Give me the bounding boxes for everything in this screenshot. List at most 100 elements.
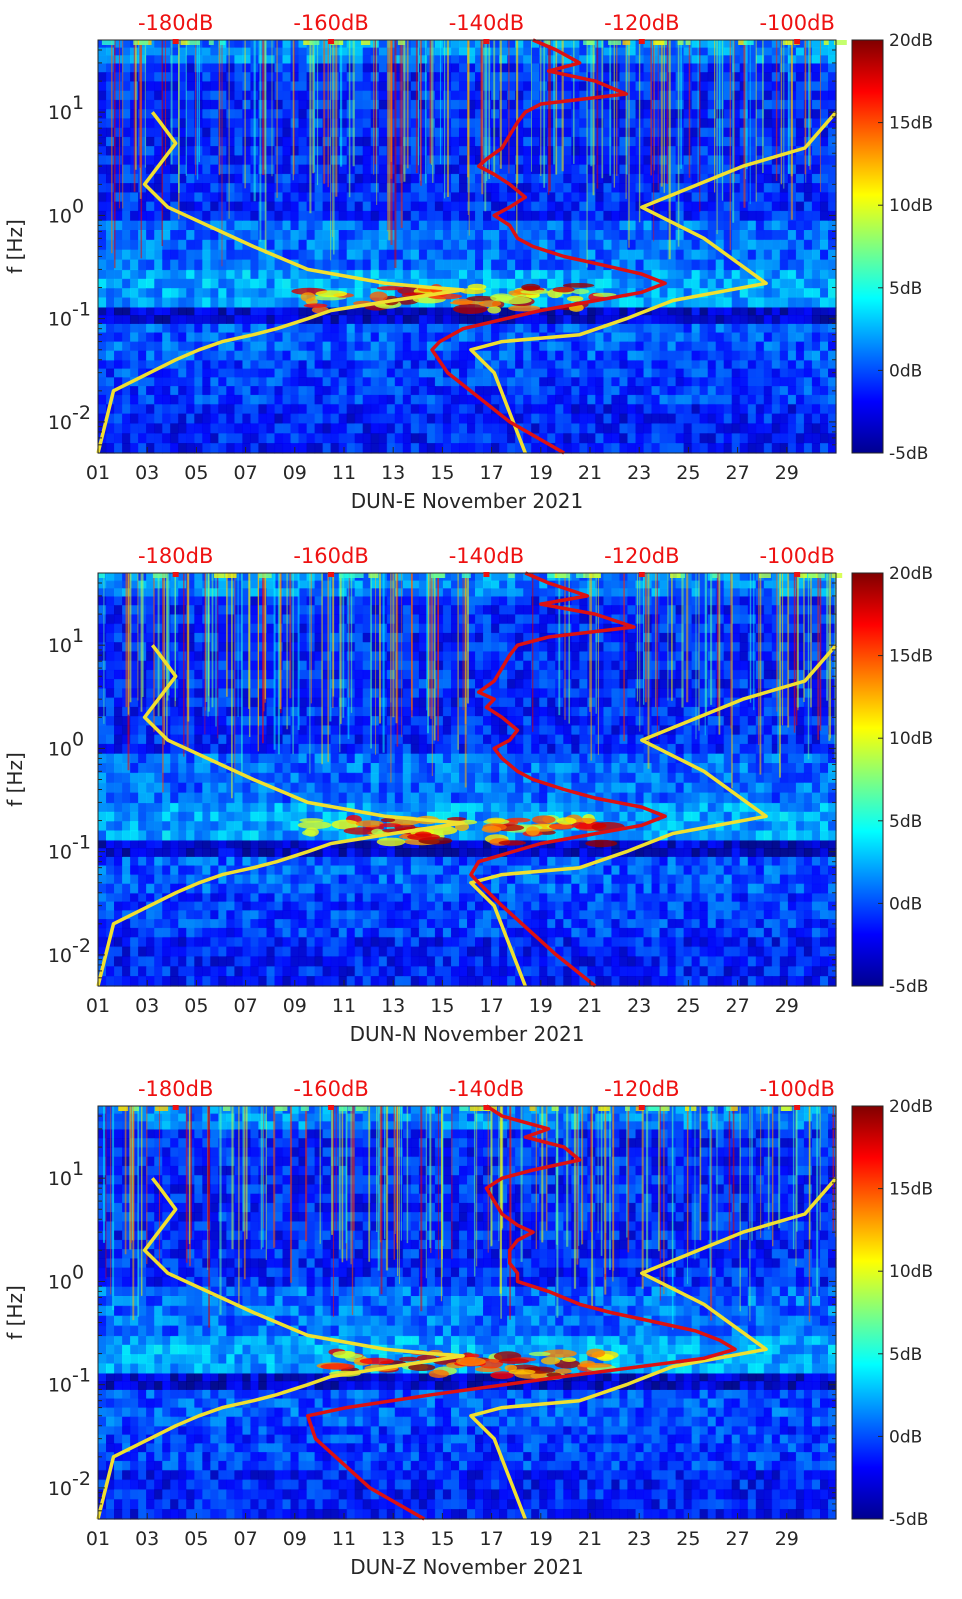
x-tick-label: 17 — [480, 462, 504, 484]
x-tick-label: 01 — [86, 995, 110, 1017]
colorbar-label: 0dB — [889, 361, 922, 381]
top-db-label: -180dB — [138, 11, 213, 35]
top-db-label: -180dB — [138, 544, 213, 568]
y-tick-exponent: -1 — [72, 1365, 91, 1387]
colorbar-label: 10dB — [889, 729, 933, 749]
colorbar-label: 15dB — [889, 1180, 933, 1200]
noise-model-high-curve — [469, 1177, 838, 1520]
x-tick-label: 25 — [676, 995, 700, 1017]
top-db-label: -140dB — [449, 544, 524, 568]
colorbar-label: 0dB — [889, 1427, 922, 1447]
y-tick-exponent: 0 — [72, 195, 84, 217]
noise-model-high-curve — [469, 644, 838, 987]
y-tick-exponent: 1 — [72, 625, 84, 647]
top-db-label: -100dB — [759, 1077, 834, 1101]
x-tick-label: 27 — [726, 462, 750, 484]
x-tick-label: 05 — [184, 1528, 208, 1550]
x-tick-label: 15 — [430, 1528, 454, 1550]
top-db-label: -120dB — [604, 1077, 679, 1101]
colorbar-label: 5dB — [889, 812, 922, 832]
spectrogram-texture — [98, 573, 843, 987]
median-PSD-curve — [469, 571, 667, 988]
colorbar-label: 20dB — [889, 564, 933, 584]
top-db-label: -160dB — [293, 1077, 368, 1101]
x-tick-label: 21 — [578, 1528, 602, 1550]
x-tick-label: 27 — [726, 1528, 750, 1550]
y-tick-label: 10 — [48, 412, 72, 434]
x-tick-label: 29 — [775, 1528, 799, 1550]
x-tick-label: 03 — [135, 462, 159, 484]
x-tick-label: 07 — [234, 1528, 258, 1550]
y-tick-exponent: 0 — [72, 1261, 84, 1283]
y-tick-label: 10 — [48, 945, 72, 967]
x-axis-title: DUN-N November 2021 — [350, 1022, 585, 1046]
x-tick-label: 23 — [627, 1528, 651, 1550]
y-tick-label: 10 — [48, 738, 72, 760]
colorbar-label: 15dB — [889, 647, 933, 667]
y-tick-exponent: -2 — [72, 402, 91, 424]
x-tick-label: 17 — [480, 1528, 504, 1550]
colorbar-label: -5dB — [889, 444, 928, 464]
y-tick-label: 10 — [48, 102, 72, 124]
y-axis-title: f [Hz] — [3, 752, 27, 807]
top-db-label: -160dB — [293, 544, 368, 568]
y-tick-exponent: -1 — [72, 299, 91, 321]
y-tick-exponent: -1 — [72, 832, 91, 854]
top-db-label: -100dB — [759, 11, 834, 35]
y-tick-label: 10 — [48, 1271, 72, 1293]
top-db-label: -180dB — [138, 1077, 213, 1101]
x-tick-label: 01 — [86, 462, 110, 484]
y-tick-label: 10 — [48, 635, 72, 657]
y-axis-title: f [Hz] — [3, 1285, 27, 1340]
noise-model-high-curve — [469, 111, 838, 454]
top-db-label: -140dB — [449, 1077, 524, 1101]
x-tick-label: 15 — [430, 462, 454, 484]
x-tick-label: 09 — [283, 462, 307, 484]
noise-model-low-curve — [96, 644, 465, 987]
x-tick-label: 19 — [529, 462, 553, 484]
noise-model-low-curve — [96, 111, 465, 454]
x-tick-label: 25 — [676, 462, 700, 484]
colorbar-label: -5dB — [889, 977, 928, 997]
x-tick-label: 23 — [627, 462, 651, 484]
x-axis-title: DUN-Z November 2021 — [350, 1555, 584, 1579]
colorbar-label: -5dB — [889, 1510, 928, 1530]
median-PSD-curve — [430, 38, 667, 455]
top-db-label: -140dB — [449, 11, 524, 35]
x-tick-label: 05 — [184, 462, 208, 484]
x-tick-label: 25 — [676, 1528, 700, 1550]
top-db-label: -160dB — [293, 11, 368, 35]
y-tick-exponent: -2 — [72, 935, 91, 957]
y-tick-label: 10 — [48, 1168, 72, 1190]
x-tick-label: 07 — [234, 462, 258, 484]
y-tick-exponent: -2 — [72, 1468, 91, 1490]
y-tick-exponent: 0 — [72, 728, 84, 750]
x-tick-label: 23 — [627, 995, 651, 1017]
top-db-label: -120dB — [604, 11, 679, 35]
top-db-label: -100dB — [759, 544, 834, 568]
colorbar-label: 10dB — [889, 1262, 933, 1282]
x-tick-label: 13 — [381, 995, 405, 1017]
x-tick-label: 13 — [381, 462, 405, 484]
x-tick-label: 21 — [578, 462, 602, 484]
colorbar-label: 20dB — [889, 31, 933, 51]
y-tick-label: 10 — [48, 309, 72, 331]
x-tick-label: 11 — [332, 1528, 356, 1550]
top-db-label: -120dB — [604, 544, 679, 568]
spectrogram-texture — [98, 40, 847, 454]
y-tick-exponent: 1 — [72, 92, 84, 114]
median-PSD-curve — [305, 1104, 737, 1521]
x-tick-label: 29 — [775, 995, 799, 1017]
colorbar-label: 15dB — [889, 114, 933, 134]
x-tick-label: 29 — [775, 462, 799, 484]
y-tick-label: 10 — [48, 842, 72, 864]
x-tick-label: 19 — [529, 1528, 553, 1550]
x-tick-label: 03 — [135, 1528, 159, 1550]
x-tick-label: 09 — [283, 1528, 307, 1550]
x-axis-title: DUN-E November 2021 — [351, 489, 584, 513]
spectrogram-texture — [98, 1106, 837, 1520]
